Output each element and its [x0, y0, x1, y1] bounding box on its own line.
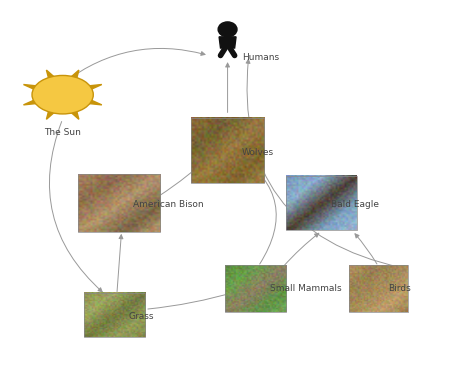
Text: Wolves: Wolves: [242, 148, 274, 157]
Polygon shape: [219, 37, 236, 48]
Text: Birds: Birds: [388, 284, 410, 293]
Bar: [78, 174, 160, 232]
Polygon shape: [67, 70, 79, 83]
Text: American Bison: American Bison: [133, 200, 204, 209]
Polygon shape: [67, 106, 79, 119]
Polygon shape: [46, 106, 58, 119]
Circle shape: [218, 22, 237, 37]
Text: Humans: Humans: [242, 53, 279, 62]
Polygon shape: [24, 85, 44, 92]
Polygon shape: [46, 70, 58, 83]
Text: Grass: Grass: [128, 312, 154, 321]
Bar: [286, 176, 357, 230]
Bar: [225, 265, 286, 312]
Text: Small Mammals: Small Mammals: [270, 284, 342, 293]
Bar: [191, 118, 264, 183]
Bar: [84, 293, 145, 337]
Polygon shape: [24, 97, 44, 105]
Polygon shape: [81, 85, 102, 92]
Bar: [349, 265, 408, 312]
Polygon shape: [81, 97, 102, 105]
Text: The Sun: The Sun: [44, 128, 81, 137]
Ellipse shape: [32, 76, 93, 114]
Text: Bald Eagle: Bald Eagle: [331, 200, 379, 209]
